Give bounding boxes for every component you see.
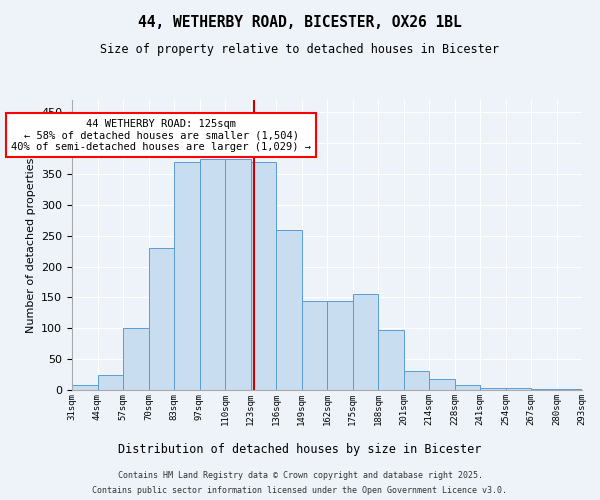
Bar [353, 294, 378, 390]
Bar [429, 379, 455, 390]
Text: Contains public sector information licensed under the Open Government Licence v3: Contains public sector information licen… [92, 486, 508, 495]
Text: 44 WETHERBY ROAD: 125sqm
← 58% of detached houses are smaller (1,504)
40% of sem: 44 WETHERBY ROAD: 125sqm ← 58% of detach… [11, 118, 311, 152]
Bar [327, 300, 353, 390]
Bar [199, 158, 225, 390]
Bar [72, 385, 97, 390]
Bar [123, 328, 149, 390]
Y-axis label: Number of detached properties: Number of detached properties [26, 158, 35, 332]
Bar [251, 162, 276, 390]
Bar [149, 248, 174, 390]
Bar [378, 330, 404, 390]
Bar [276, 230, 302, 390]
Text: 44, WETHERBY ROAD, BICESTER, OX26 1BL: 44, WETHERBY ROAD, BICESTER, OX26 1BL [138, 15, 462, 30]
Bar [302, 300, 327, 390]
Text: Contains HM Land Registry data © Crown copyright and database right 2025.: Contains HM Land Registry data © Crown c… [118, 471, 482, 480]
Bar [480, 388, 505, 390]
Bar [404, 372, 429, 390]
Bar [225, 158, 251, 390]
Bar [531, 389, 557, 390]
Bar [505, 388, 531, 390]
Text: Size of property relative to detached houses in Bicester: Size of property relative to detached ho… [101, 42, 499, 56]
Text: Distribution of detached houses by size in Bicester: Distribution of detached houses by size … [118, 442, 482, 456]
Bar [455, 385, 480, 390]
Bar [97, 374, 123, 390]
Bar [174, 162, 199, 390]
